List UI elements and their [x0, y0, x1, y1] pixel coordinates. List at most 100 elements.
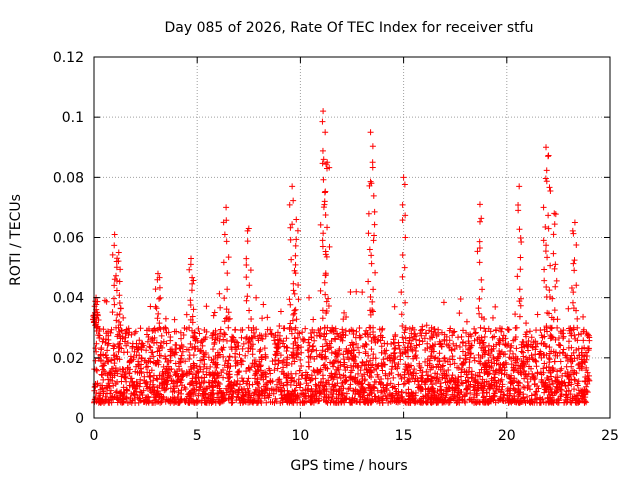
data-point [191, 399, 198, 406]
data-point [399, 334, 406, 341]
data-point [284, 344, 291, 351]
data-point [152, 303, 159, 310]
data-point [402, 212, 409, 219]
data-point [153, 339, 160, 346]
data-point [355, 362, 362, 369]
data-point [464, 374, 471, 381]
data-point [157, 352, 164, 359]
data-point [478, 215, 485, 222]
data-point [506, 398, 513, 405]
data-point [424, 340, 431, 347]
data-point [199, 342, 206, 349]
data-point [541, 360, 548, 367]
data-point [260, 301, 267, 308]
data-point [453, 342, 460, 349]
data-point [504, 326, 511, 333]
data-point [573, 307, 580, 314]
data-point [150, 340, 157, 347]
data-point [116, 292, 123, 299]
data-point [323, 379, 330, 386]
data-point [468, 396, 475, 403]
data-point [318, 378, 325, 385]
data-point [462, 399, 469, 406]
data-point [367, 293, 374, 300]
data-point [304, 347, 311, 354]
data-point [298, 390, 305, 397]
data-point [162, 379, 169, 386]
data-point [167, 385, 174, 392]
data-point [178, 387, 185, 394]
data-point [137, 325, 144, 332]
data-point [388, 370, 395, 377]
data-point [290, 280, 297, 287]
data-point [568, 399, 575, 406]
data-point [290, 345, 297, 352]
data-point [424, 356, 431, 363]
data-point [403, 389, 410, 396]
data-point [194, 398, 201, 405]
data-point [505, 326, 512, 333]
data-point [566, 325, 573, 332]
data-point [92, 381, 99, 388]
data-point [109, 365, 116, 372]
data-point [130, 381, 137, 388]
data-point [276, 332, 283, 339]
data-point [129, 397, 136, 404]
data-point [384, 375, 391, 382]
data-point [114, 311, 121, 318]
data-point [316, 332, 323, 339]
data-point [211, 341, 218, 348]
data-point [149, 335, 156, 342]
data-point [551, 221, 558, 228]
data-point [347, 375, 354, 382]
data-point [348, 367, 355, 374]
data-point [269, 358, 276, 365]
data-point [584, 369, 591, 376]
data-point [109, 374, 116, 381]
data-point [533, 363, 540, 370]
data-point [137, 389, 144, 396]
data-point [498, 386, 505, 393]
data-point [347, 342, 354, 349]
data-point [144, 338, 151, 345]
data-point [380, 356, 387, 363]
data-point [146, 343, 153, 350]
data-point [257, 346, 264, 353]
data-point [299, 336, 306, 343]
data-point [476, 238, 483, 245]
data-point [326, 164, 333, 171]
data-point [524, 397, 531, 404]
data-point [574, 315, 581, 322]
data-point [193, 386, 200, 393]
data-point [388, 352, 395, 359]
data-point [257, 362, 264, 369]
data-point [287, 236, 294, 243]
data-point [224, 387, 231, 394]
data-point [297, 381, 304, 388]
data-point [458, 369, 465, 376]
data-point [449, 372, 456, 379]
data-point [142, 357, 149, 364]
data-point [540, 237, 547, 244]
data-point [372, 339, 379, 346]
data-point [546, 359, 553, 366]
data-point [383, 395, 390, 402]
data-point [479, 286, 486, 293]
data-point [370, 286, 377, 293]
data-point [96, 398, 103, 405]
data-point [92, 357, 99, 364]
data-point [465, 340, 472, 347]
data-point [333, 395, 340, 402]
data-point [272, 352, 279, 359]
data-point [424, 372, 431, 379]
data-point [111, 352, 118, 359]
data-point [143, 383, 150, 390]
data-point [322, 129, 329, 136]
data-point [115, 318, 122, 325]
data-point [248, 315, 255, 322]
data-point [324, 399, 331, 406]
data-point [295, 351, 302, 358]
data-point [515, 201, 522, 208]
data-point [94, 298, 101, 305]
data-point [476, 369, 483, 376]
